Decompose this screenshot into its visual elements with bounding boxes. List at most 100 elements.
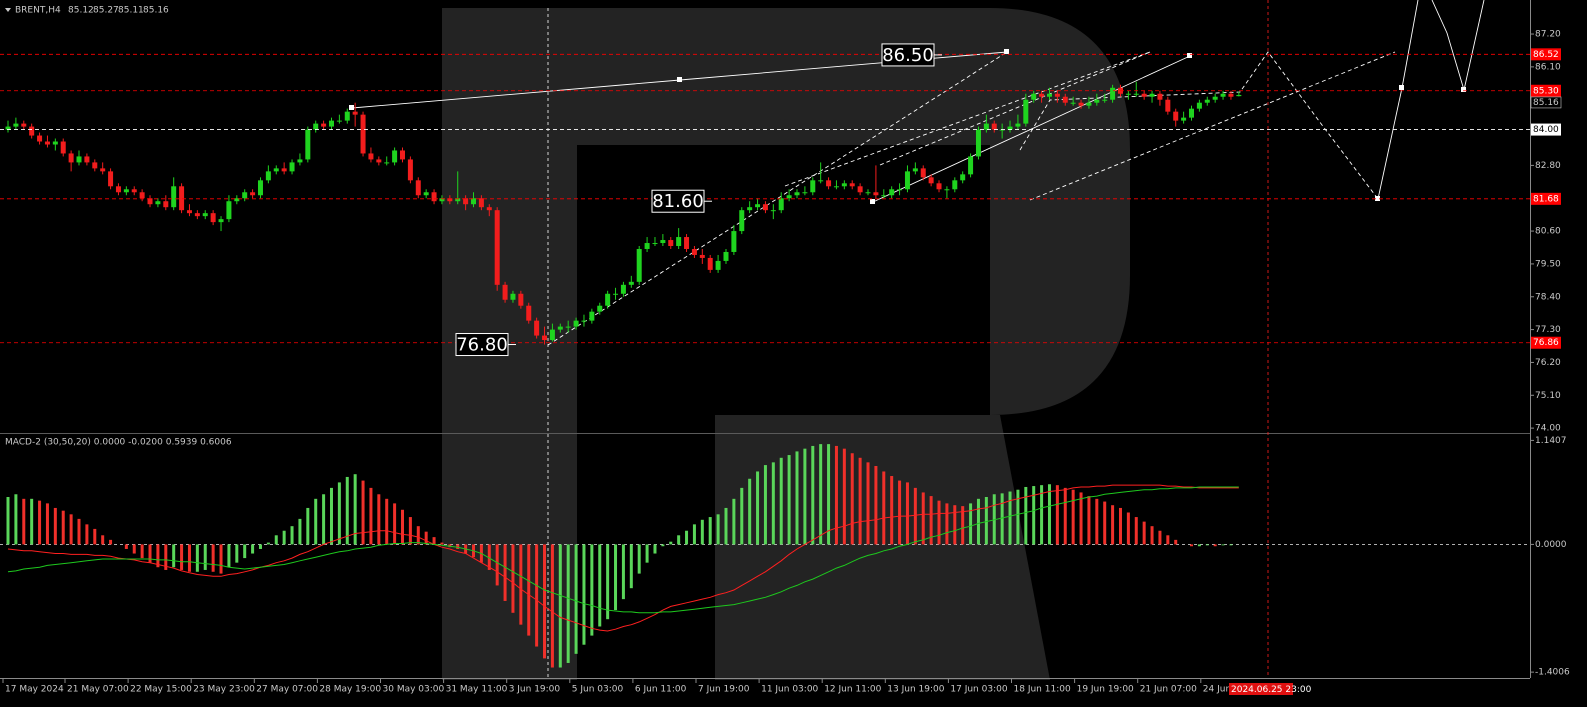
candle-body xyxy=(218,219,224,223)
candle-body xyxy=(849,183,855,187)
candle-body xyxy=(1165,99,1171,112)
histogram-bar xyxy=(503,544,507,601)
histogram-bar xyxy=(511,544,515,613)
candle-body xyxy=(376,159,382,163)
candle-body xyxy=(936,183,942,190)
histogram-bar xyxy=(645,544,649,563)
histogram-bar xyxy=(1126,512,1130,545)
histogram-bar xyxy=(361,480,365,545)
candle-body xyxy=(1086,102,1092,106)
cursor-time-box xyxy=(1229,683,1293,695)
candle-body xyxy=(273,168,279,172)
histogram-bar xyxy=(266,542,270,545)
histogram-bar xyxy=(401,509,404,545)
annotation-label: 76.80 xyxy=(456,335,508,356)
histogram-bar xyxy=(416,526,420,545)
histogram-bar xyxy=(282,530,286,545)
histogram-bar xyxy=(748,478,752,545)
candle-body xyxy=(463,198,469,205)
candle-body xyxy=(715,260,721,270)
histogram-bar xyxy=(377,494,381,545)
candle-body xyxy=(770,210,776,212)
x-tick-label: 28 May 19:00 xyxy=(319,685,381,695)
candle-body xyxy=(234,198,240,202)
candle-body xyxy=(920,168,926,178)
y-tick-label: 76.20 xyxy=(1535,358,1561,368)
candle-body xyxy=(873,192,879,196)
histogram-bar xyxy=(1213,544,1217,547)
candle-body xyxy=(1094,99,1100,103)
histogram-bar xyxy=(771,462,775,545)
macd-title: MACD-2 (30,50,20) 0.0000 -0.0200 0.5939 … xyxy=(5,438,232,448)
histogram-bar xyxy=(306,507,310,545)
candle-body xyxy=(1046,93,1052,97)
x-tick-label: 11 Jun 03:00 xyxy=(761,685,818,695)
candle-body xyxy=(5,126,11,130)
histogram-bar xyxy=(842,448,846,545)
histogram-bar xyxy=(408,517,412,545)
candle-body xyxy=(352,111,358,115)
x-tick-label: 5 Jun 03:00 xyxy=(572,685,624,695)
candle-body xyxy=(944,189,950,191)
histogram-bar xyxy=(172,544,176,568)
histogram-bar xyxy=(45,503,49,545)
header-value: 85.11 xyxy=(118,6,144,16)
histogram-bar xyxy=(353,474,357,545)
histogram-bar xyxy=(716,514,720,545)
histogram-bar xyxy=(219,544,223,574)
histogram-bar xyxy=(1150,526,1154,545)
candle-body xyxy=(1070,102,1076,104)
y-tick-label: 78.40 xyxy=(1535,292,1561,302)
candle-body xyxy=(321,123,327,127)
histogram-bar xyxy=(243,544,247,559)
candle-body xyxy=(13,123,19,127)
histogram-bar xyxy=(258,544,262,549)
candle-body xyxy=(739,210,745,232)
candle-body xyxy=(92,162,98,169)
histogram-bar xyxy=(969,503,973,545)
histogram-bar xyxy=(298,518,302,545)
candle-body xyxy=(44,141,50,145)
macd-line xyxy=(7,486,1239,614)
histogram-bar xyxy=(827,444,831,545)
level-label-box xyxy=(1531,336,1561,349)
candle-body xyxy=(305,129,311,160)
candle-body xyxy=(581,320,587,322)
candle-body xyxy=(786,195,792,199)
histogram-bar xyxy=(290,526,294,545)
candle-body xyxy=(139,192,145,199)
candle-body xyxy=(1031,93,1037,100)
histogram-bar xyxy=(543,544,547,659)
candle-body xyxy=(1189,108,1194,118)
candle-body xyxy=(250,192,256,196)
histogram-bar xyxy=(109,539,113,545)
histogram-bar xyxy=(124,544,128,549)
candle-body xyxy=(360,114,366,154)
candle-body xyxy=(1062,96,1068,103)
cursor-time: 2024.06.25 23:00 xyxy=(1231,685,1312,695)
histogram-bar xyxy=(69,514,73,545)
candle-body xyxy=(691,248,697,255)
y-tick-label: 82.80 xyxy=(1535,161,1561,171)
histogram-bar xyxy=(1063,487,1067,545)
candle-body xyxy=(21,123,27,127)
candle-body xyxy=(991,123,997,130)
histogram-bar xyxy=(30,498,34,545)
level-label: 76.86 xyxy=(1533,338,1559,348)
x-tick-label: 17 May 2024 xyxy=(5,685,64,695)
histogram-bar xyxy=(756,471,760,545)
candle-body xyxy=(297,159,303,163)
candle-body xyxy=(486,207,492,211)
candle-body xyxy=(557,326,563,330)
candle-body xyxy=(226,201,232,220)
histogram-bar xyxy=(535,544,539,647)
histogram-bar xyxy=(85,524,89,545)
histogram-bar xyxy=(976,498,980,545)
histogram-bar xyxy=(1221,544,1225,546)
histogram-bar xyxy=(235,544,239,563)
candle-body xyxy=(676,237,682,247)
histogram-bar xyxy=(677,535,681,545)
level-label-box xyxy=(1531,123,1561,136)
y-tick-label: 80.60 xyxy=(1535,227,1561,237)
candle-body xyxy=(1023,99,1029,124)
